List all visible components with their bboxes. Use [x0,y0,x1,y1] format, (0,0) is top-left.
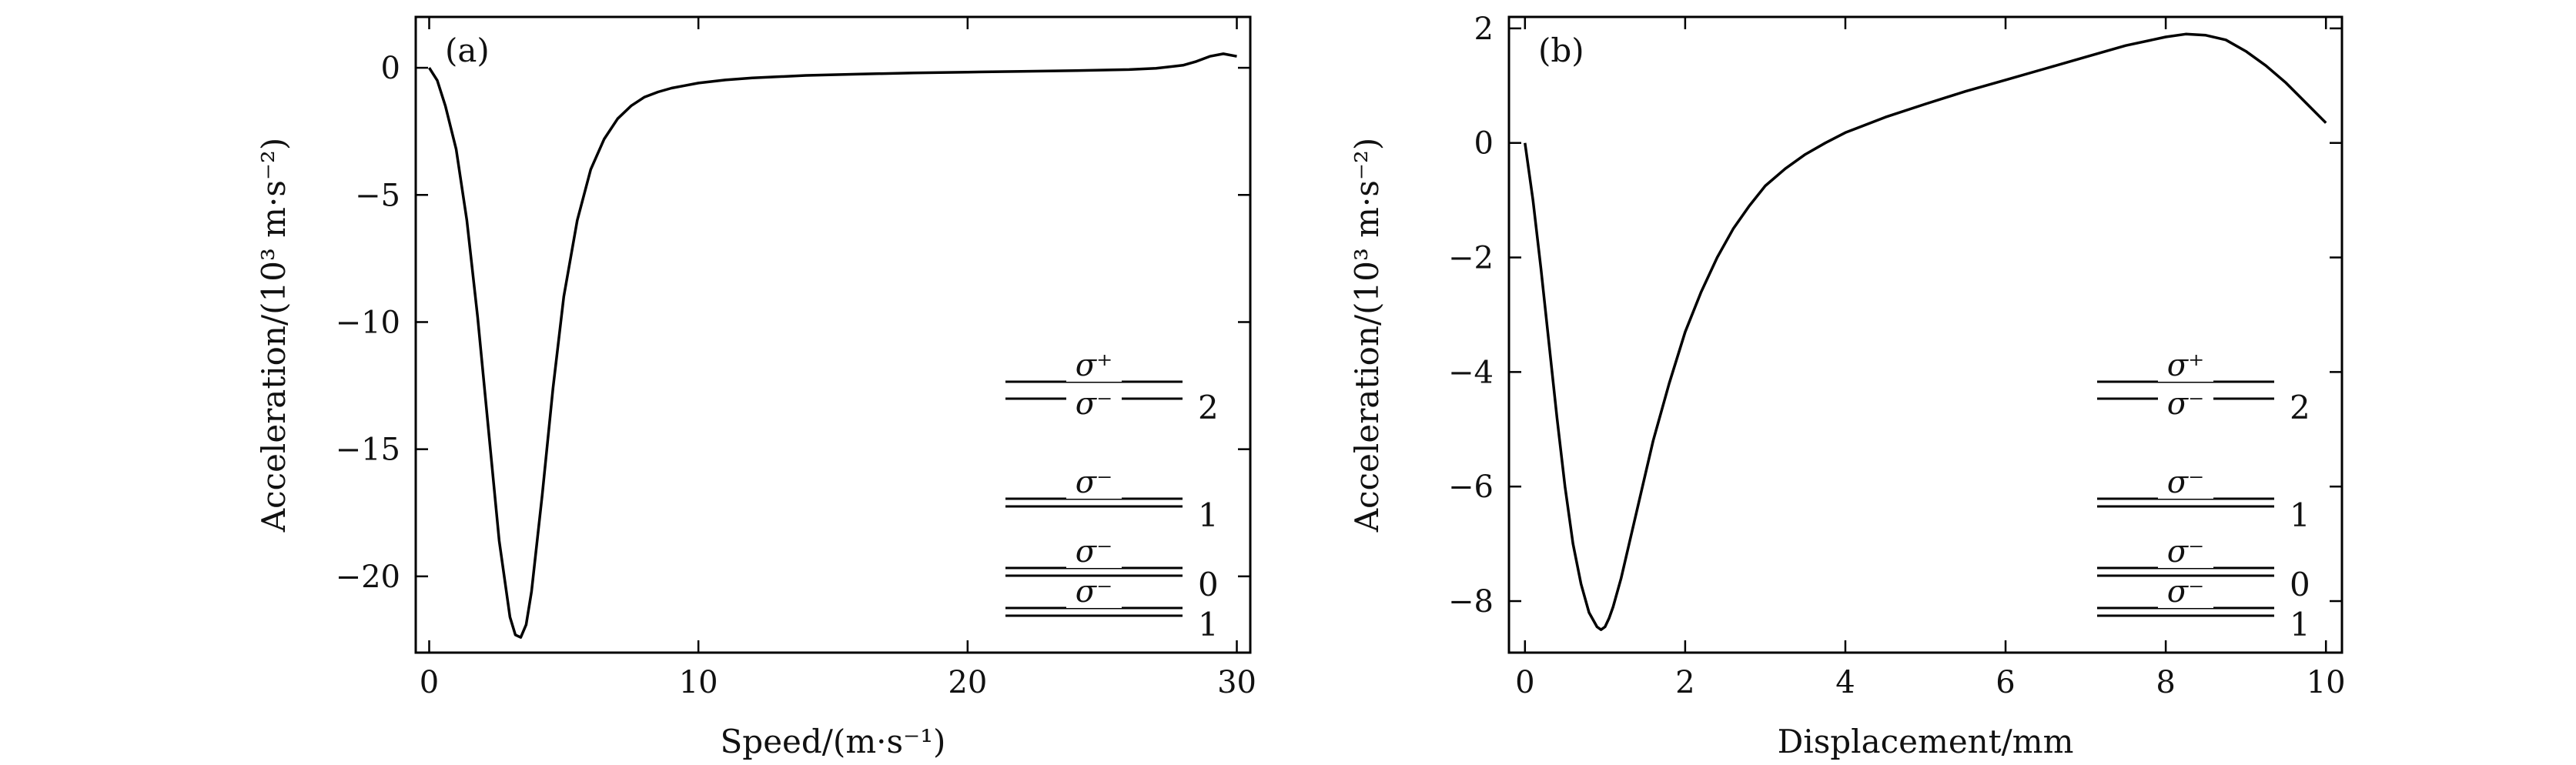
level-label: 0 [1198,566,1219,603]
x-tick-label: 20 [948,665,987,700]
level-diagram: 2σ⁺σ⁻1σ⁻0σ⁻1σ⁻ [2097,348,2310,643]
x-tick-label: 2 [1675,665,1694,700]
y-tick-label: −4 [1448,355,1494,390]
y-tick-label: −6 [1448,469,1494,505]
x-tick-label: 0 [420,665,439,700]
x-tick-label: 10 [679,665,718,700]
level-label: 2 [1198,389,1219,426]
x-tick-label: 8 [2156,665,2175,700]
transition-label-bg [2158,468,2213,499]
x-axis-label: Displacement/mm [1778,723,2074,760]
transition-label-bg [2158,389,2213,420]
transition-label: σ⁻ [1076,534,1112,570]
transition-label: σ⁺ [2167,348,2204,383]
panel-label: (b) [1538,32,1584,69]
y-axis-label: Acceleration/(10³ m·s⁻²) [1348,138,1386,533]
level-group: 1 σ⁻ [2097,465,2310,534]
transition-label-bg [1066,468,1122,499]
y-tick-label: −2 [1448,241,1494,276]
panel-a: 0 10 20 300−5−10−15−20Speed/(m·s⁻¹)Accelera… [255,15,1256,760]
level-label: 1 [1198,496,1219,534]
y-tick-label: 0 [381,51,400,86]
transition-label: σ⁺ [1076,348,1112,383]
y-tick-label: 0 [1474,126,1494,162]
level-label: 1 [1198,606,1219,643]
x-tick-label: 30 [1217,665,1256,700]
level-group: 1 σ⁻ [2097,574,2310,643]
level-label: 0 [2290,566,2310,603]
level-group: 2 σ⁺σ⁻ [1005,348,1219,426]
transition-label-bg [1066,577,1122,608]
series-line [428,52,1237,639]
transition-label: σ⁻ [2167,534,2204,570]
y-tick-label: −8 [1448,584,1494,620]
level-group: 0 σ⁻ [1005,534,1219,603]
transition-label-bg [1066,537,1122,568]
y-tick-label: 2 [1474,12,1494,47]
panel-label: (a) [445,32,490,69]
series-line [1524,32,2327,631]
transition-label: σ⁻ [1076,465,1112,500]
transition-label: σ⁻ [2167,574,2204,610]
plot-frame [1507,15,2343,654]
panel-b: 0 2 4 6 8 1020−2−4−6−8Displacement/mmAccelera… [1348,12,2346,760]
x-tick-label: 10 [2307,665,2346,700]
level-diagram: 2σ⁺σ⁻1σ⁻0σ⁻1σ⁻ [1005,348,1219,643]
y-tick-label: −20 [336,560,400,595]
y-tick-label: −10 [336,305,400,340]
level-label: 2 [2290,389,2310,426]
transition-label-bg [2158,351,2213,382]
transition-label: σ⁻ [1076,386,1112,422]
transition-label: σ⁻ [2167,465,2204,500]
transition-label: σ⁻ [2167,386,2204,422]
level-group: 2 σ⁺σ⁻ [2097,348,2310,426]
transition-label-bg [1066,351,1122,382]
transition-label-bg [1066,389,1122,420]
x-tick-label: 0 [1515,665,1534,700]
level-group: 0 σ⁻ [2097,534,2310,603]
x-tick-label: 4 [1835,665,1855,700]
plot-frame [414,15,1252,654]
x-axis-label: Speed/(m·s⁻¹) [721,723,946,760]
y-tick-label: −15 [336,433,400,468]
y-axis-label: Acceleration/(10³ m·s⁻²) [255,138,293,533]
level-label: 1 [2290,496,2310,534]
level-label: 1 [2290,606,2310,643]
transition-label-bg [2158,537,2213,568]
transition-label-bg [2158,577,2213,608]
level-group: 1 σ⁻ [1005,574,1219,643]
level-group: 1 σ⁻ [1005,465,1219,534]
x-tick-label: 6 [1996,665,2015,700]
y-tick-label: −5 [355,178,400,213]
transition-label: σ⁻ [1076,574,1112,610]
